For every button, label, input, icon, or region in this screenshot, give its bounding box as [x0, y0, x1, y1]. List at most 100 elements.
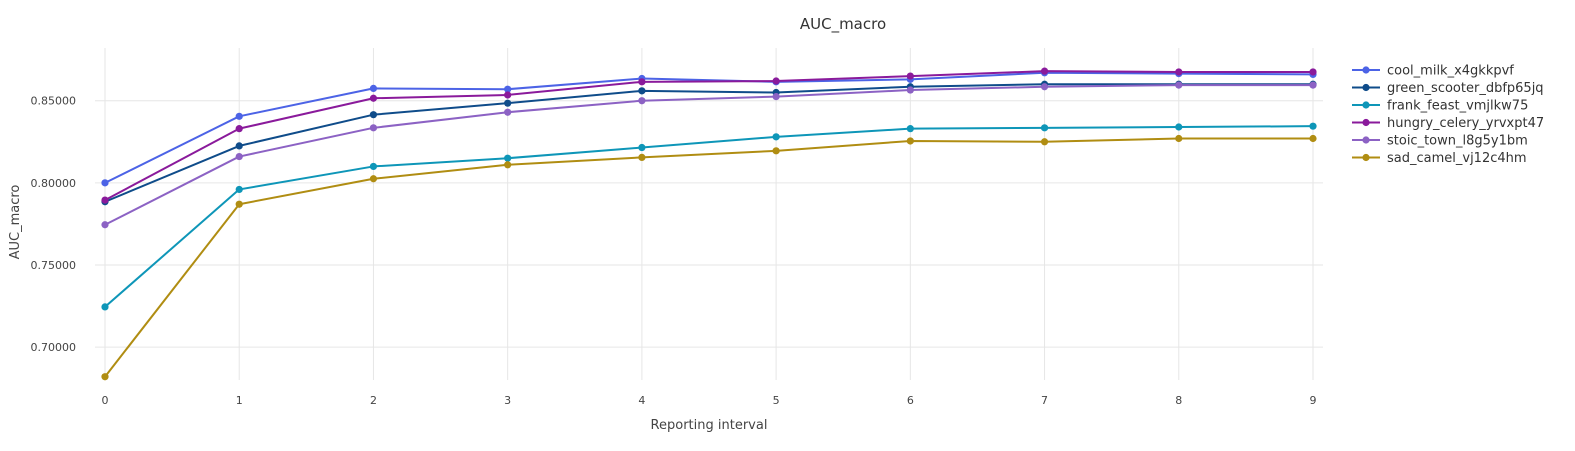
data-point[interactable] [504, 91, 512, 99]
data-point[interactable] [638, 78, 646, 86]
data-point[interactable] [235, 200, 243, 208]
y-axis-ticks: 0.70000 0.75000 0.80000 0.85000 [31, 95, 77, 354]
series-line [104, 70, 1313, 201]
data-point[interactable] [1175, 123, 1183, 131]
data-point[interactable] [638, 87, 646, 95]
legend-item[interactable]: sad_camel_vj12c4hm [1352, 151, 1527, 166]
data-point[interactable] [638, 97, 646, 105]
legend-label: cool_milk_x4gkkpvf [1387, 64, 1514, 79]
x-tick-label: 5 [773, 394, 780, 407]
legend-marker [1362, 66, 1370, 74]
data-point[interactable] [772, 77, 780, 85]
data-point[interactable] [235, 125, 243, 133]
series-hungry_celery_yrvxpt47 [101, 67, 1317, 204]
legend-label: hungry_celery_yrvxpt47 [1387, 116, 1544, 131]
data-point[interactable] [1040, 67, 1049, 75]
legend-marker [1362, 136, 1370, 144]
data-point[interactable] [772, 147, 780, 155]
data-point[interactable] [369, 175, 378, 183]
data-point[interactable] [369, 111, 378, 119]
data-point[interactable] [1040, 83, 1049, 91]
data-point[interactable] [504, 99, 512, 107]
data-point[interactable] [1175, 81, 1183, 89]
x-axis-ticks: 0 1 2 3 4 5 6 7 8 9 [102, 394, 1317, 407]
data-point[interactable] [101, 196, 109, 204]
legend-marker [1362, 118, 1370, 127]
series-sad_camel_vj12c4hm [101, 134, 1317, 381]
data-point[interactable] [101, 373, 109, 381]
legend-marker [1362, 153, 1370, 162]
data-point[interactable] [1309, 68, 1317, 76]
x-tick-label: 3 [504, 394, 511, 407]
data-point[interactable] [369, 162, 378, 171]
data-point[interactable] [1175, 134, 1183, 143]
y-tick-label: 0.70000 [31, 341, 77, 354]
legend-marker [1362, 101, 1370, 109]
series-frank_feast_vmjlkw75 [101, 122, 1317, 311]
data-point[interactable] [906, 137, 914, 145]
legend-item[interactable]: green_scooter_dbfp65jq [1352, 81, 1544, 96]
x-tick-label: 8 [1175, 394, 1182, 407]
grid [95, 48, 1323, 380]
legend-label: sad_camel_vj12c4hm [1387, 151, 1527, 166]
legend-label: green_scooter_dbfp65jq [1387, 81, 1544, 96]
data-point[interactable] [772, 93, 780, 101]
chart-title: AUC_macro [800, 15, 886, 34]
data-point[interactable] [504, 85, 512, 93]
x-tick-label: 4 [638, 394, 645, 407]
data-point[interactable] [369, 84, 378, 92]
y-tick-label: 0.80000 [31, 177, 77, 190]
data-point[interactable] [504, 108, 512, 116]
legend-item[interactable]: cool_milk_x4gkkpvf [1352, 64, 1514, 79]
legend-marker [1362, 83, 1370, 92]
data-point[interactable] [1040, 138, 1049, 146]
legend-item[interactable]: stoic_town_l8g5y1bm [1352, 134, 1528, 149]
series-stoic_town_l8g5y1bm [101, 81, 1317, 229]
data-point[interactable] [906, 125, 914, 133]
data-point[interactable] [1175, 68, 1183, 76]
legend-item[interactable]: frank_feast_vmjlkw75 [1352, 99, 1528, 114]
y-tick-label: 0.85000 [31, 95, 77, 108]
series-line [104, 83, 1313, 203]
series-lines [101, 67, 1317, 381]
x-tick-label: 2 [370, 394, 377, 407]
data-point[interactable] [235, 152, 243, 161]
data-point[interactable] [906, 86, 914, 94]
y-axis-title: AUC_macro [8, 185, 23, 260]
y-tick-label: 0.75000 [31, 259, 77, 272]
data-point[interactable] [906, 72, 914, 80]
data-point[interactable] [638, 153, 646, 161]
data-point[interactable] [504, 154, 512, 162]
series-line [104, 137, 1313, 378]
legend-item[interactable]: hungry_celery_yrvxpt47 [1352, 116, 1544, 131]
x-tick-label: 7 [1041, 394, 1048, 407]
data-point[interactable] [101, 179, 109, 187]
data-point[interactable] [369, 94, 378, 102]
data-point[interactable] [772, 133, 780, 141]
data-point[interactable] [504, 161, 512, 169]
x-tick-label: 9 [1310, 394, 1317, 407]
series-line [104, 71, 1314, 184]
series-line [104, 125, 1314, 308]
data-point[interactable] [1309, 122, 1317, 130]
data-point[interactable] [1040, 124, 1049, 132]
x-tick-label: 1 [236, 394, 243, 407]
data-point[interactable] [638, 143, 646, 152]
data-point[interactable] [369, 124, 378, 132]
x-tick-label: 6 [907, 394, 914, 407]
data-point[interactable] [1309, 81, 1317, 89]
legend-label: stoic_town_l8g5y1bm [1387, 134, 1528, 149]
legend: cool_milk_x4gkkpvf green_scooter_dbfp65jq… [1352, 64, 1544, 166]
data-point[interactable] [235, 185, 243, 194]
data-point[interactable] [235, 112, 243, 120]
data-point[interactable] [101, 303, 109, 311]
data-point[interactable] [101, 221, 109, 229]
legend-label: frank_feast_vmjlkw75 [1387, 99, 1528, 114]
data-point[interactable] [235, 142, 243, 150]
series-line [104, 84, 1313, 226]
x-tick-label: 0 [102, 394, 109, 407]
data-point[interactable] [1309, 134, 1317, 143]
x-axis-title: Reporting interval [651, 418, 768, 433]
